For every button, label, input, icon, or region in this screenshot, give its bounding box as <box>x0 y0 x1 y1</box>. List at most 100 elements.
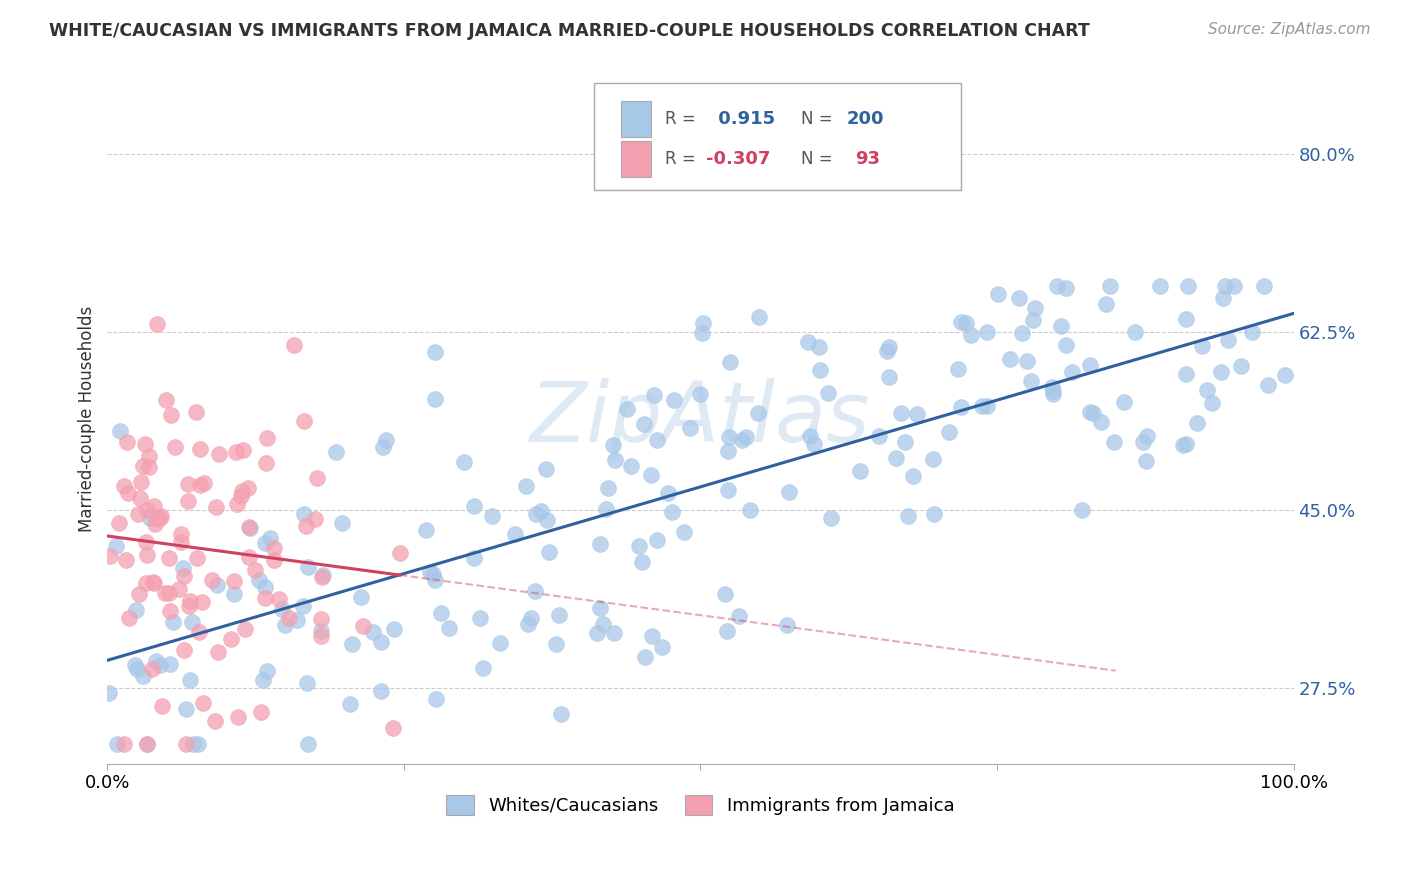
Point <box>352 619 374 633</box>
Point <box>1132 435 1154 450</box>
Point <box>1070 503 1092 517</box>
Point <box>538 545 561 559</box>
Point <box>645 533 668 547</box>
Point <box>586 626 609 640</box>
Point <box>207 645 229 659</box>
Point <box>238 550 260 565</box>
Point <box>588 537 610 551</box>
Point <box>254 456 277 470</box>
Point <box>631 555 654 569</box>
Point <box>388 546 411 560</box>
Point <box>430 607 453 621</box>
Point <box>546 637 568 651</box>
Text: Source: ZipAtlas.com: Source: ZipAtlas.com <box>1208 22 1371 37</box>
Point <box>1019 374 1042 388</box>
Point <box>603 452 626 467</box>
Point <box>633 650 655 665</box>
Point <box>305 471 328 485</box>
Text: R =: R = <box>665 110 696 128</box>
Point <box>208 447 231 461</box>
Point <box>297 560 319 574</box>
Point <box>375 433 398 447</box>
Point <box>799 429 821 443</box>
Point <box>437 621 460 635</box>
Point <box>1123 326 1146 340</box>
Point <box>651 640 673 654</box>
Point <box>849 464 872 478</box>
Point <box>134 437 156 451</box>
Point <box>190 442 212 457</box>
Point <box>1094 297 1116 311</box>
Point <box>273 617 295 632</box>
Point <box>132 669 155 683</box>
Point <box>228 710 250 724</box>
Point <box>1046 279 1069 293</box>
Point <box>256 665 278 679</box>
Point <box>1024 301 1046 315</box>
Point <box>149 509 172 524</box>
Point <box>309 612 332 626</box>
Point <box>1015 353 1038 368</box>
Point <box>1201 396 1223 410</box>
Point <box>181 615 204 630</box>
Point <box>253 591 276 605</box>
Point <box>135 548 157 562</box>
Point <box>641 629 664 643</box>
Point <box>1253 279 1275 293</box>
Point <box>419 566 441 580</box>
Point <box>877 340 900 354</box>
Bar <box>621 141 651 177</box>
Point <box>955 316 977 330</box>
Point <box>142 499 165 513</box>
Point <box>689 387 711 401</box>
Point <box>232 442 254 457</box>
Point <box>115 435 138 450</box>
Point <box>714 587 737 601</box>
Point <box>340 637 363 651</box>
Point <box>717 444 740 458</box>
Point <box>325 445 347 459</box>
Point <box>820 511 842 525</box>
Point <box>747 406 769 420</box>
Point <box>136 737 159 751</box>
Point <box>453 455 475 469</box>
Point <box>645 433 668 447</box>
Point <box>283 338 305 352</box>
Point <box>100 549 122 563</box>
Point <box>922 452 945 467</box>
Point <box>245 563 267 577</box>
Point <box>692 316 714 330</box>
Point <box>520 610 543 624</box>
Point <box>157 550 180 565</box>
Point <box>503 526 526 541</box>
Point <box>382 622 405 636</box>
Point <box>616 401 638 416</box>
Point <box>295 676 318 690</box>
Point <box>901 468 924 483</box>
Point <box>138 449 160 463</box>
Text: N =: N = <box>801 110 832 128</box>
Point <box>188 478 211 492</box>
Point <box>150 698 173 713</box>
Text: 93: 93 <box>855 150 880 168</box>
Point <box>948 362 970 376</box>
Point <box>735 430 758 444</box>
Point <box>128 587 150 601</box>
Point <box>775 617 797 632</box>
Point <box>1102 434 1125 449</box>
Point <box>205 500 228 514</box>
Point <box>1078 405 1101 419</box>
Point <box>145 318 167 332</box>
Point <box>425 344 447 359</box>
Point <box>129 475 152 490</box>
Point <box>970 399 993 413</box>
Point <box>256 431 278 445</box>
Point <box>157 585 180 599</box>
Point <box>603 625 626 640</box>
Point <box>690 326 713 340</box>
Point <box>226 497 249 511</box>
Point <box>143 517 166 532</box>
Point <box>187 737 209 751</box>
Point <box>311 567 333 582</box>
Point <box>489 636 512 650</box>
